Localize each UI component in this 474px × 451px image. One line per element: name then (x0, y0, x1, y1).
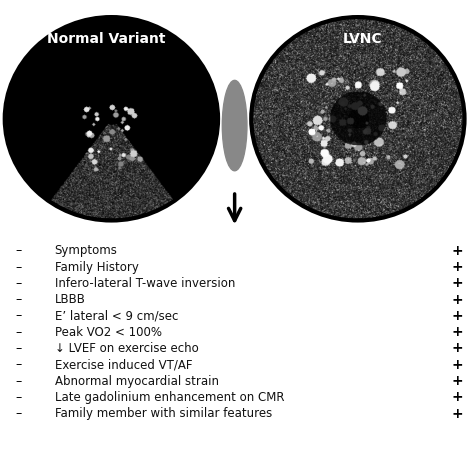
Text: –: – (16, 341, 22, 354)
Text: Infero-lateral T-wave inversion: Infero-lateral T-wave inversion (55, 276, 235, 289)
Text: –: – (16, 358, 22, 370)
Text: LBBB: LBBB (55, 293, 85, 305)
Text: +: + (452, 292, 463, 306)
Text: Abnormal myocardial strain: Abnormal myocardial strain (55, 374, 219, 387)
Text: Family History: Family History (55, 260, 138, 273)
Text: E’ lateral < 9 cm/sec: E’ lateral < 9 cm/sec (55, 309, 178, 322)
Text: Symptoms: Symptoms (55, 244, 118, 257)
Text: Normal Variant: Normal Variant (47, 32, 166, 46)
Text: –: – (16, 309, 22, 322)
Text: +: + (452, 373, 463, 387)
Text: Peak VO2 < 100%: Peak VO2 < 100% (55, 325, 162, 338)
Text: +: + (452, 325, 463, 338)
Text: –: – (16, 293, 22, 305)
Text: +: + (452, 276, 463, 290)
Text: +: + (452, 244, 463, 257)
Text: +: + (452, 308, 463, 322)
Text: ↓ LVEF on exercise echo: ↓ LVEF on exercise echo (55, 341, 198, 354)
Text: Family member with similar features: Family member with similar features (55, 406, 272, 419)
Text: +: + (452, 357, 463, 371)
Text: +: + (452, 341, 463, 354)
Text: –: – (16, 406, 22, 419)
Text: –: – (16, 390, 22, 403)
Text: –: – (16, 260, 22, 273)
Text: +: + (452, 260, 463, 273)
Text: –: – (16, 325, 22, 338)
Text: +: + (452, 390, 463, 403)
Text: –: – (16, 276, 22, 289)
Ellipse shape (222, 81, 247, 171)
Text: –: – (16, 244, 22, 257)
Text: Late gadolinium enhancement on CMR: Late gadolinium enhancement on CMR (55, 390, 284, 403)
Text: +: + (452, 406, 463, 419)
Text: LVNC: LVNC (343, 32, 383, 46)
Text: Exercise induced VT/AF: Exercise induced VT/AF (55, 358, 192, 370)
Text: –: – (16, 374, 22, 387)
